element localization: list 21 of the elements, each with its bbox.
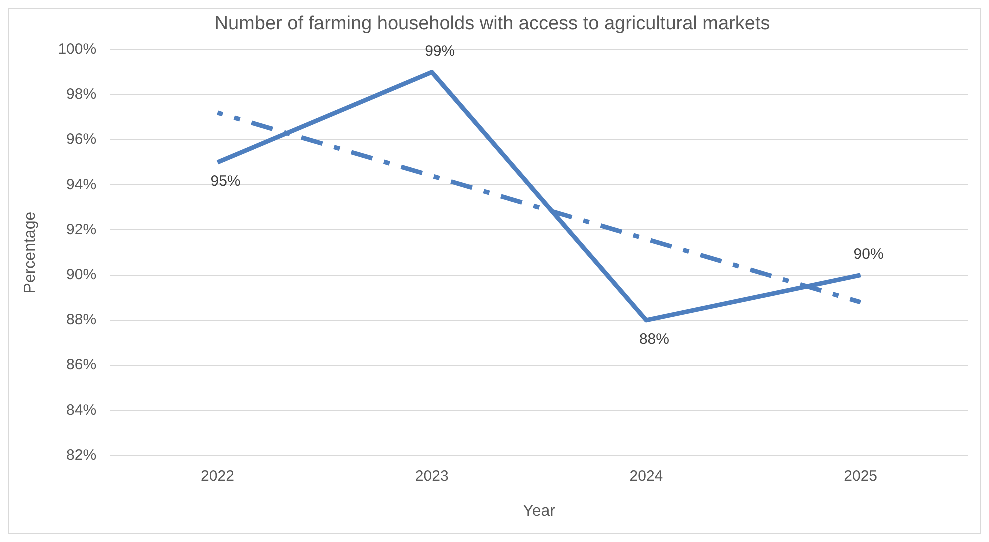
y-tick-label: 86%	[66, 356, 97, 374]
data-label: 95%	[210, 173, 241, 190]
x-tick-label: 2025	[844, 468, 878, 485]
x-axis-title: Year	[523, 502, 556, 520]
y-tick-label: 96%	[66, 131, 97, 148]
data-label: 99%	[425, 42, 456, 60]
chart-title: Number of farming households with access to agricultural markets	[214, 14, 770, 35]
y-axis-title: Percentage	[22, 212, 40, 294]
y-tick-label: 82%	[66, 446, 97, 464]
data-label: 90%	[854, 246, 884, 263]
x-tick-label: 2022	[201, 468, 234, 485]
y-tick-label: 92%	[66, 221, 97, 238]
y-tick-label: 88%	[66, 312, 97, 329]
y-tick-label: 98%	[66, 86, 97, 104]
y-tick-label: 94%	[66, 176, 97, 194]
y-tick-label: 90%	[66, 266, 97, 284]
data-label: 88%	[639, 331, 670, 348]
x-tick-label: 2024	[630, 468, 664, 485]
y-tick-label: 84%	[66, 402, 97, 419]
x-tick-label: 2023	[415, 468, 449, 485]
y-tick-label: 100%	[58, 40, 97, 58]
